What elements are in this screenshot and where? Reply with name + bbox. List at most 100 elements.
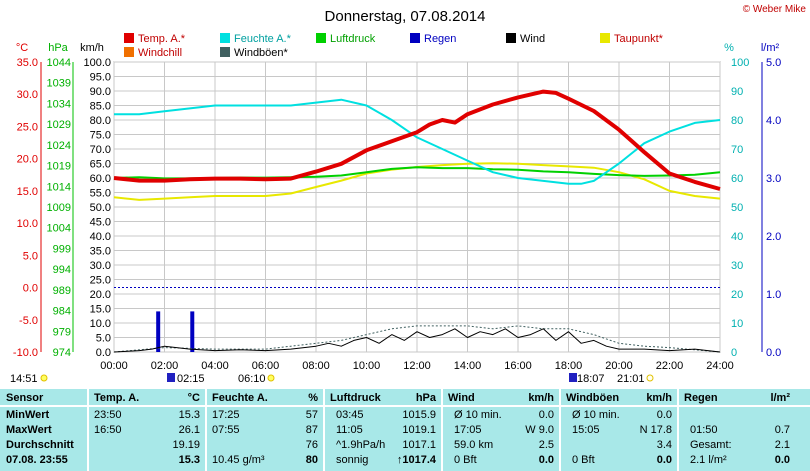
tick-label: 984 <box>53 306 71 318</box>
legend-swatch <box>124 33 134 43</box>
series-line-feuchtea <box>114 98 721 185</box>
tick-label: 979 <box>53 326 71 338</box>
x-tick-label: 16:00 <box>504 360 532 372</box>
unit-pct: % <box>724 42 734 54</box>
tick-label: 55.0 <box>90 188 111 200</box>
tick-label: 70.0 <box>90 144 111 156</box>
legend-swatch <box>506 33 516 43</box>
tick-label: 1039 <box>47 78 71 90</box>
table-cell: 0 Bft <box>454 454 477 466</box>
table-cell: 2.5 <box>538 439 554 451</box>
tick-label: 65.0 <box>90 159 111 171</box>
tick-label: 1029 <box>47 119 71 131</box>
table-cell: 0.0 <box>538 409 554 421</box>
table-cell: MinWert <box>6 409 50 421</box>
tick-label: 30.0 <box>90 260 111 272</box>
legend-label: Regen <box>424 33 456 45</box>
table-cell: 0.0 <box>774 454 790 466</box>
table-cell: 23:50 <box>94 409 122 421</box>
tick-label: 10 <box>731 318 743 330</box>
tick-label: 25.0 <box>90 275 111 287</box>
col-rain-unit: l/m² <box>770 392 790 404</box>
legend-swatch <box>410 33 420 43</box>
tick-label: 5.0 <box>96 333 111 345</box>
chart-title: Donnerstag, 07.08.2014 <box>325 8 486 25</box>
col-temp-unit: °C <box>187 392 200 404</box>
col-gust-unit: km/h <box>646 392 672 404</box>
legend-label: Windchill <box>138 47 182 59</box>
table-divider <box>0 405 810 407</box>
col-rain: Regen <box>684 392 718 404</box>
legend-label: Windböen* <box>234 47 289 59</box>
max-time-label: 18:07 <box>577 373 605 385</box>
axis-ticks: 35.0 30.0 25.0 20.0 15.0 10.0 5.0 0.0 -5.0 -10.0 1… <box>13 57 781 372</box>
legend-label: Feuchte A.* <box>234 33 292 45</box>
table-cell: 0.0 <box>656 454 672 466</box>
tick-label: 40.0 <box>90 231 111 243</box>
x-tick-label: 02:00 <box>151 360 179 372</box>
table-cell: 59.0 km <box>454 439 494 451</box>
sun-icon-left <box>40 374 48 382</box>
tick-label: 1024 <box>47 140 71 152</box>
tick-label: 0.0 <box>23 283 38 295</box>
table-cell: sonnig <box>336 454 369 466</box>
col-wind: Wind <box>448 392 475 404</box>
legend-label: Luftdruck <box>330 33 376 45</box>
table-cell: 0.7 <box>774 424 790 436</box>
col-hum: Feuchte A. <box>212 392 268 404</box>
col-hum-unit: % <box>308 392 318 404</box>
x-tick-label: 14:00 <box>454 360 482 372</box>
tick-label: 1014 <box>47 181 71 193</box>
series-line-windben <box>113 325 721 353</box>
table-cell: 57 <box>305 409 318 421</box>
tick-label: 75.0 <box>90 130 111 142</box>
table-cell: 0.0 <box>656 409 672 421</box>
col-pressure: Luftdruck <box>330 392 381 404</box>
tick-label: 0.0 <box>96 347 111 359</box>
table-cell: 26.1 <box>178 424 200 436</box>
table-cell: 07.08. 23:55 <box>6 454 68 466</box>
tick-label: 3.0 <box>766 173 781 185</box>
tick-label: 85.0 <box>90 101 111 113</box>
time-markers: 14:51 02:15 06:10 18:07 21:01 <box>10 373 654 385</box>
table-cell: 01:50 <box>690 424 718 436</box>
tick-label: 95.0 <box>90 72 111 84</box>
legend-label: Wind <box>520 33 545 45</box>
tick-label: 80.0 <box>90 115 111 127</box>
sunrise-icon <box>267 374 275 382</box>
table-cell: ↑1017.4 <box>396 454 436 466</box>
series-line-tempa <box>113 89 721 191</box>
table-cell: 0.0 <box>538 454 554 466</box>
unit-kmh: km/h <box>80 42 104 54</box>
series-line-wind <box>113 328 721 353</box>
unit-hpa: hPa <box>48 42 68 54</box>
tick-label: 5.0 <box>766 57 781 69</box>
sunset-label: 21:01 <box>617 373 645 385</box>
tick-label: 15.0 <box>90 304 111 316</box>
table-cell: 87 <box>305 424 318 436</box>
table-cell: 15.3 <box>178 454 200 466</box>
table-cell: 0 Bft <box>572 454 595 466</box>
table-cell: 3.4 <box>656 439 672 451</box>
tick-label: 10.0 <box>17 218 38 230</box>
tick-label: 50.0 <box>90 202 111 214</box>
table-cell: N 17.8 <box>639 424 672 436</box>
tick-label: 80 <box>731 115 743 127</box>
table-cell: 15.3 <box>178 409 200 421</box>
x-tick-label: 08:00 <box>302 360 330 372</box>
tick-label: 1019 <box>47 161 71 173</box>
tick-label: 1004 <box>47 223 71 235</box>
tick-label: 40 <box>731 231 743 243</box>
tick-label: 90.0 <box>90 86 111 98</box>
table-divider <box>205 389 207 471</box>
x-tick-label: 12:00 <box>403 360 431 372</box>
stats-table: Sensor Temp. A. °C Feuchte A. % Luftdruc… <box>0 389 810 471</box>
sunrise-label: 06:10 <box>238 373 266 385</box>
table-cell: MaxWert <box>6 424 52 436</box>
table-cell: 11:05 <box>336 424 363 436</box>
legend-swatch <box>600 33 610 43</box>
tick-label: 10.0 <box>90 318 111 330</box>
x-tick-label: 10:00 <box>353 360 381 372</box>
tick-label: 1009 <box>47 202 71 214</box>
tick-label: 35.0 <box>90 246 111 258</box>
